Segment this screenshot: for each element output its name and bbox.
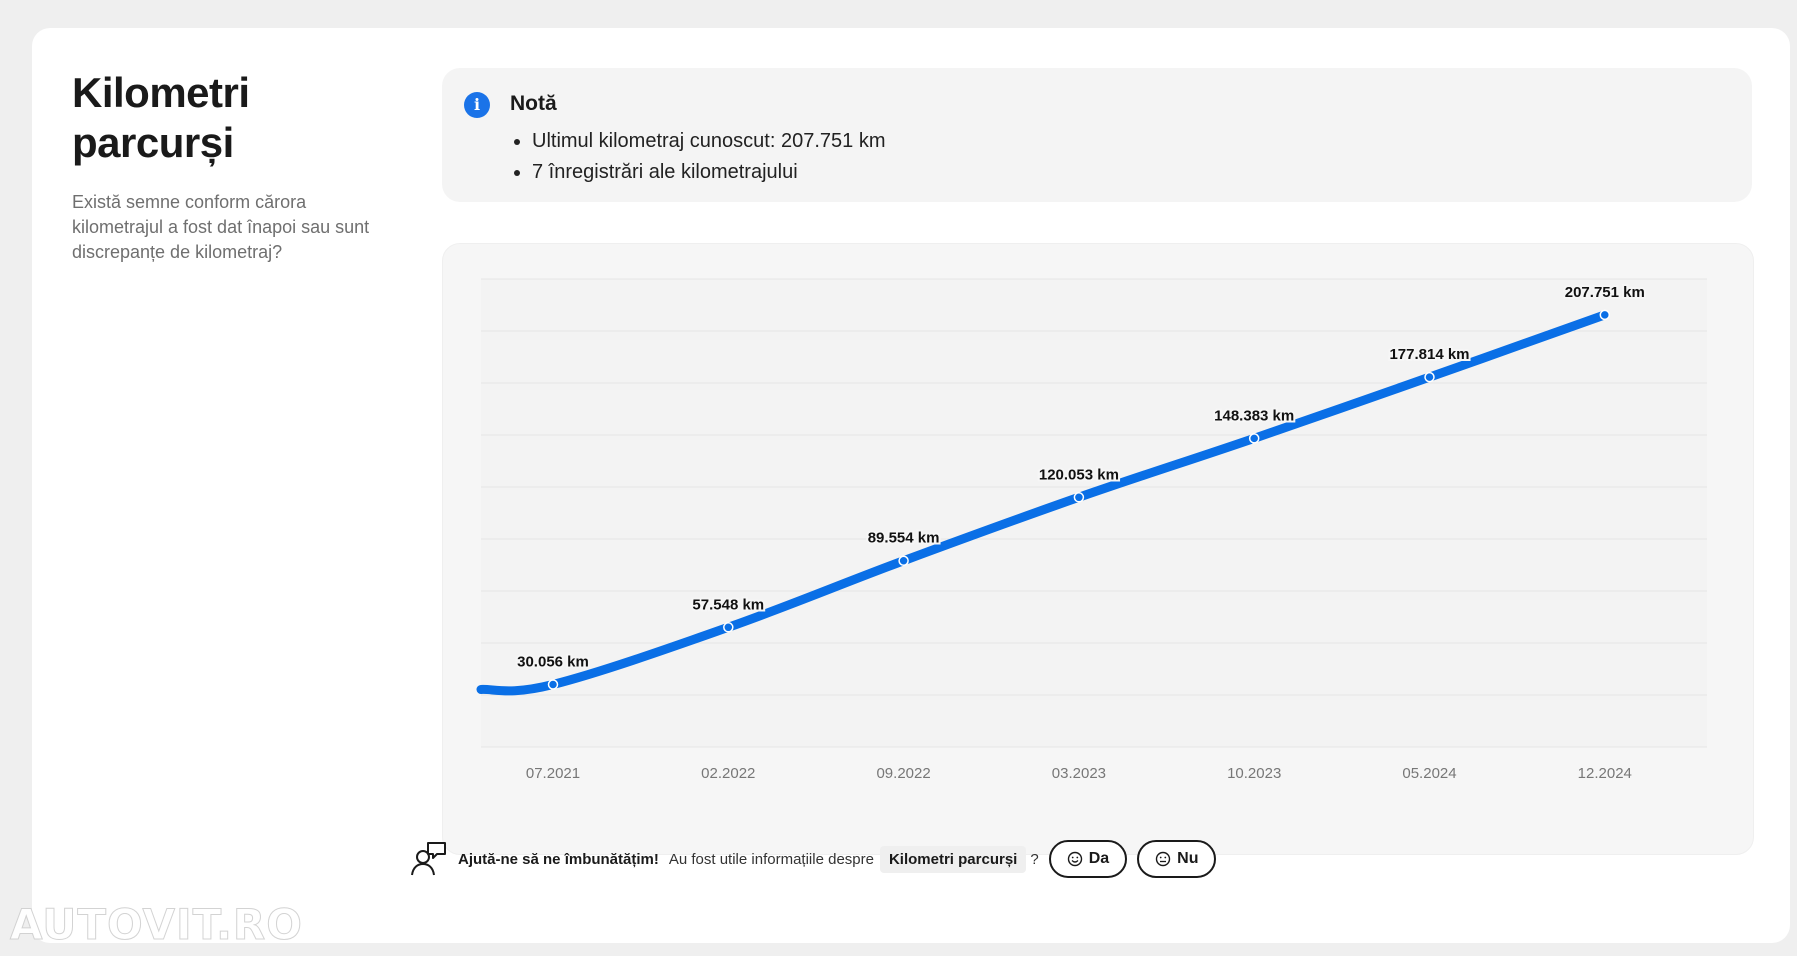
note-item-last-mileage: Ultimul kilometraj cunoscut: 207.751 km — [532, 126, 885, 157]
section-subtitle: Există semne conform cărora kilometrajul… — [72, 192, 370, 262]
chat-person-icon — [411, 842, 446, 876]
mileage-chart: 30.056 km 57.548 km 89.554 km 120.053 km 148… — [442, 243, 1754, 855]
section-title: Kilometri parcurși — [72, 69, 250, 166]
data-label: 207.751 km — [1565, 284, 1645, 301]
feedback-yes-button[interactable]: Da — [1048, 840, 1128, 878]
data-label: 30.056 km — [517, 653, 589, 670]
smile-icon — [1067, 851, 1082, 867]
feedback-heading: Ajută-ne să ne îmbunătățim! — [458, 850, 659, 868]
x-tick-label: 05.2024 — [1402, 765, 1456, 782]
data-label: 89.554 km — [868, 530, 940, 547]
feedback-no-label: Nu — [1177, 850, 1199, 867]
data-point — [723, 622, 734, 633]
note-item-records-count: 7 înregistrări ale kilometrajului — [532, 157, 885, 188]
data-point — [1424, 371, 1435, 383]
mileage-line-chart: 30.056 km 57.548 km 89.554 km 120.053 km 148… — [476, 278, 1707, 782]
note-box: i Notă Ultimul kilometraj cunoscut: 207.… — [442, 68, 1752, 202]
plot-area — [481, 279, 1707, 747]
x-tick-label: 10.2023 — [1227, 765, 1281, 782]
mileage-card: Kilometri parcurși Există semne conform … — [32, 28, 1790, 943]
feedback-question-mark: ? — [1030, 850, 1039, 868]
data-label: 148.383 km — [1214, 407, 1294, 424]
neutral-face-icon — [1155, 851, 1171, 867]
info-icon: i — [464, 92, 490, 118]
feedback-yes-label: Da — [1088, 850, 1110, 867]
data-point — [547, 679, 559, 690]
mileage-line — [476, 310, 1610, 696]
data-point — [1248, 433, 1260, 444]
feedback-topic: Kilometri parcurși — [879, 845, 1027, 873]
feedback-bar: Ajută-ne să ne îmbunătățim! Au fost util… — [410, 837, 1226, 881]
feedback-question: Au fost utile informațiile despre — [668, 850, 874, 868]
feedback-no-button[interactable]: Nu — [1137, 840, 1217, 878]
data-label: 177.814 km — [1389, 346, 1469, 363]
watermark-logo: AUTOVIT.RO — [10, 900, 303, 950]
x-tick-label: 09.2022 — [876, 765, 930, 782]
data-label: 120.053 km — [1039, 466, 1119, 483]
note-list: Ultimul kilometraj cunoscut: 207.751 km … — [510, 126, 885, 188]
x-tick-label: 02.2022 — [701, 765, 755, 782]
data-point — [898, 555, 909, 566]
x-tick-label: 03.2023 — [1052, 765, 1106, 782]
data-point — [1073, 492, 1085, 503]
note-title: Notă — [510, 92, 557, 115]
data-label: 57.548 km — [692, 596, 764, 613]
section-header: Kilometri parcurși Există semne conform … — [72, 68, 402, 265]
x-tick-label: 07.2021 — [526, 765, 580, 782]
x-tick-label: 12.2024 — [1578, 765, 1632, 782]
data-point — [1599, 309, 1611, 321]
